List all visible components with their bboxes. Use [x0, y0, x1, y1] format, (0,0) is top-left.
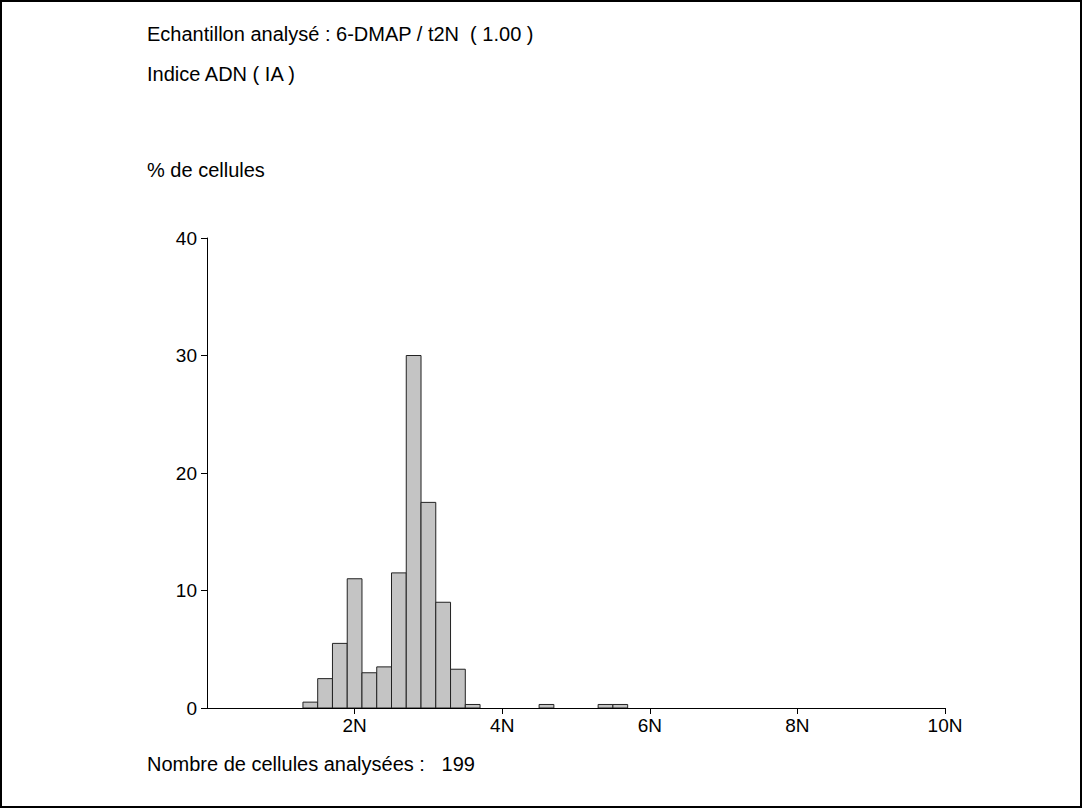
svg-text:2N: 2N [342, 715, 366, 736]
svg-text:30: 30 [176, 345, 197, 366]
svg-text:8N: 8N [785, 715, 809, 736]
svg-text:10N: 10N [928, 715, 963, 736]
svg-text:0: 0 [186, 698, 197, 719]
svg-text:% de cellules: % de cellules [147, 159, 265, 181]
svg-text:4N: 4N [490, 715, 514, 736]
svg-text:40: 40 [176, 228, 197, 249]
svg-text:Echantillon analysé : 6-DMAP /: Echantillon analysé : 6-DMAP / t2N ( 1.0… [147, 23, 533, 45]
svg-text:20: 20 [176, 463, 197, 484]
svg-text:Nombre de cellules analysées :: Nombre de cellules analysées : 199 [147, 753, 475, 775]
svg-text:10: 10 [176, 580, 197, 601]
svg-text:Indice ADN ( IA ): Indice ADN ( IA ) [147, 63, 295, 85]
svg-text:6N: 6N [638, 715, 662, 736]
